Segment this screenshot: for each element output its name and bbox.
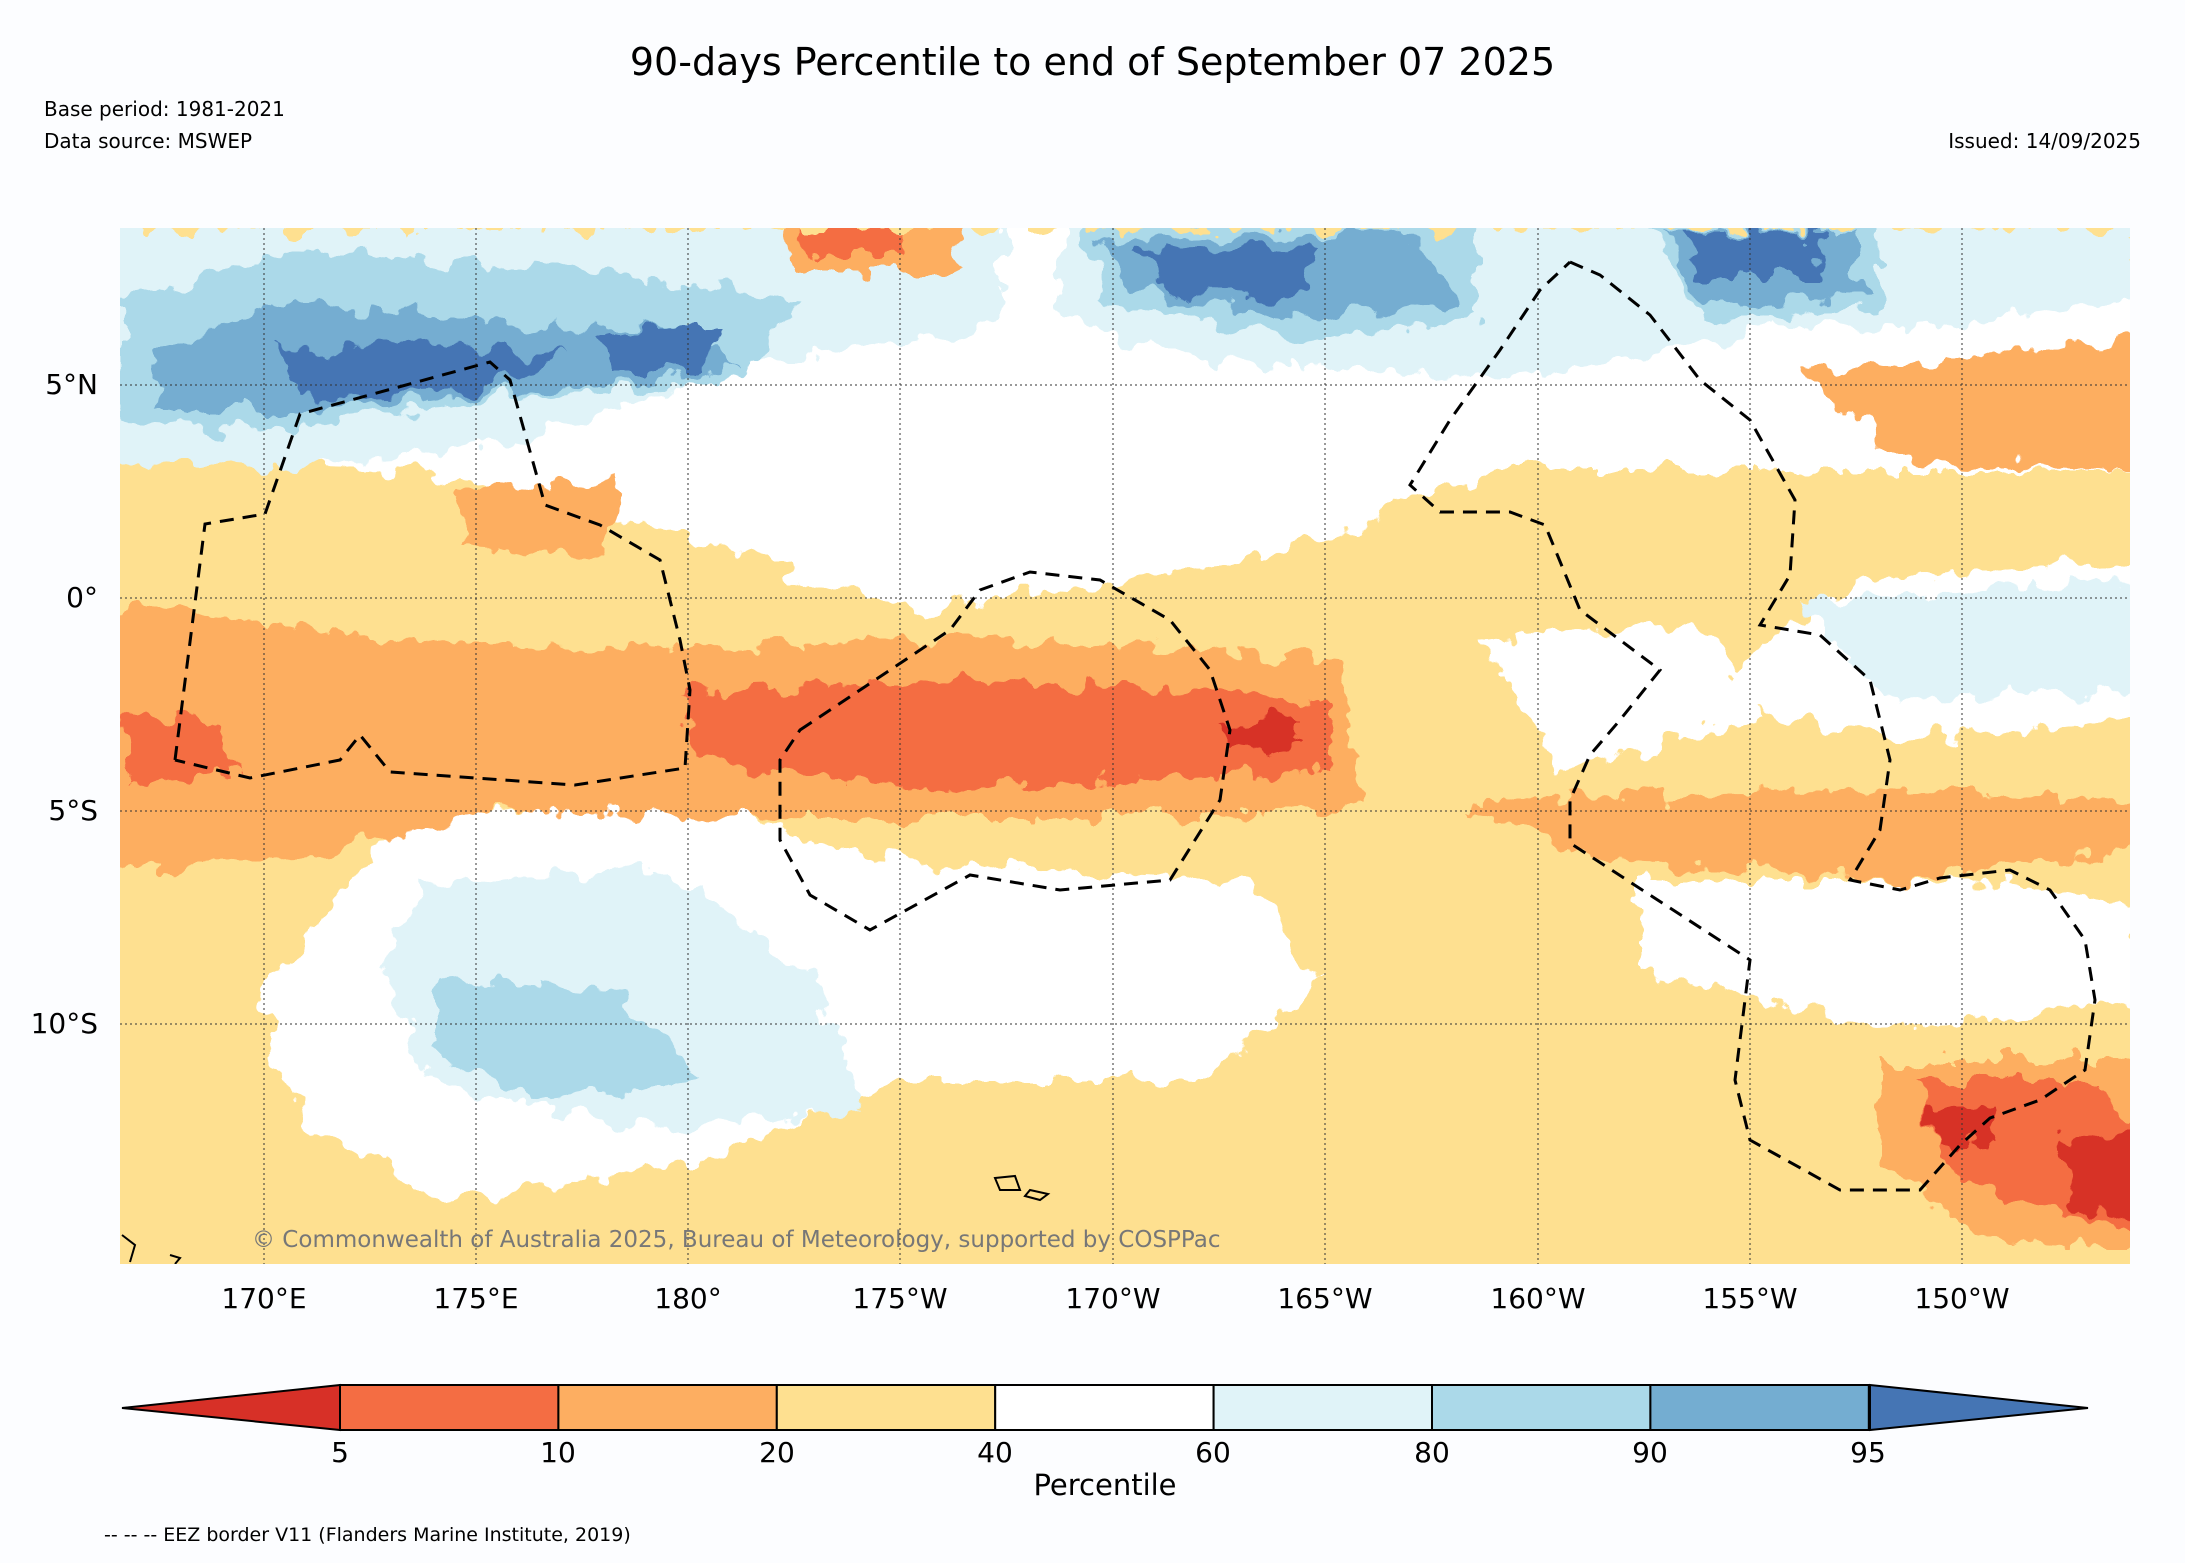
lon-label: 165°W [1277,1282,1373,1315]
colorbar-tick-label: 40 [977,1436,1013,1469]
lat-label: 5°S [48,794,98,827]
lon-label: 170°W [1065,1282,1161,1315]
colorbar-cell [1431,1384,1652,1431]
colorbar-label: Percentile [1033,1468,1177,1502]
lat-label: 10°S [30,1007,98,1040]
below-normal-5-10-central [680,680,1330,790]
colorbar-cell [1212,1384,1433,1431]
colorbar-tick-label: 90 [1632,1436,1668,1469]
data-source-text: Data source: MSWEP [44,129,253,153]
near-normal-region-southeast [1640,880,2130,1030]
eez-borders [173,260,2097,1192]
below-normal-5-minus-central [1220,715,1300,750]
lon-label: 170°E [221,1282,307,1315]
lat-label: 5°N [45,368,98,401]
colorbar-tick-label: 60 [1195,1436,1231,1469]
above-normal-95-plus-west [600,330,720,370]
island-outlines [121,1174,1051,1264]
colorbar-tick-label: 5 [331,1436,349,1469]
below-normal-10-20-central-west [460,480,620,560]
lon-label: 150°W [1914,1282,2010,1315]
map-title: 90-days Percentile to end of September 0… [629,40,1556,84]
above-normal-60-80-east [1800,580,2130,700]
eez-legend-note: -- -- -- EEZ border V11 (Flanders Marine… [104,1524,631,1546]
near-normal-region-central [1480,620,1760,770]
colorbar-tick-label: 95 [1850,1436,1886,1469]
lon-label: 155°W [1702,1282,1798,1315]
below-normal-5-minus-southeast [2060,1131,2130,1219]
colorbar-tick-label: 80 [1414,1436,1450,1469]
map-gridlines [120,228,2130,1264]
colorbar-cell [557,1384,778,1431]
colorbar-low-extend [121,1383,341,1432]
colorbar-cell [1649,1384,1870,1431]
copyright-text: © Commonwealth of Australia 2025, Bureau… [252,1227,1221,1253]
lon-label: 175°W [852,1282,948,1315]
issued-date-text: Issued: 14/09/2025 [1948,129,2141,153]
lat-label: 0° [66,581,98,614]
colorbar-high-extend [1869,1383,2089,1432]
below-normal-10-20-northeast [1800,340,2130,470]
percentile-field [120,228,2130,1264]
above-normal-95-plus-north [1140,245,1320,295]
colorbar-tick-label: 10 [540,1436,576,1469]
above-normal-95-plus-northeast [1680,232,1830,275]
colorbar-cell [994,1384,1215,1431]
colorbar-cell [775,1384,997,1431]
lon-label: 180° [654,1282,722,1315]
lon-label: 160°W [1490,1282,1586,1315]
below-normal-5-10-west [120,710,240,780]
below-normal-5-10-north [800,228,910,255]
colorbar-tick-label: 20 [759,1436,795,1469]
colorbar-cell [339,1384,560,1431]
base-period-text: Base period: 1981-2021 [44,97,285,121]
below-normal-10-20-southeast-band [1460,790,2130,880]
colorbar [121,1383,2089,1432]
above-normal-80-90-southwest [440,980,700,1100]
lon-label: 175°E [433,1282,519,1315]
